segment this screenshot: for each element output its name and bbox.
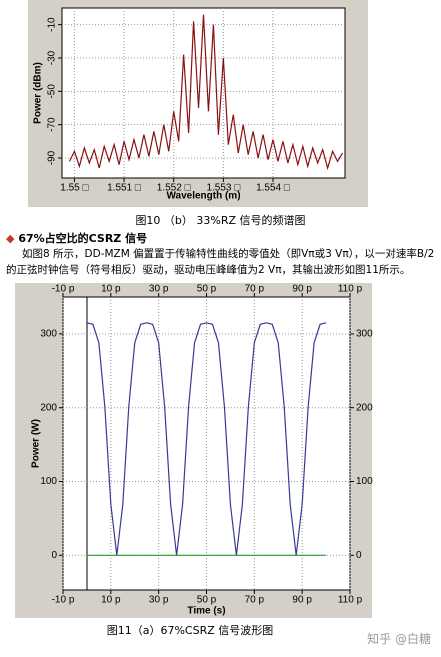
x-tick-label: 10 p: [101, 284, 121, 295]
y-axis-label: Power (W): [31, 419, 42, 468]
x-tick-label: 110 p: [338, 595, 363, 606]
y-tick-label: 0: [356, 550, 362, 561]
x-tick-label: 110 p: [338, 284, 363, 295]
x-tick-label: 70 p: [245, 284, 265, 295]
x-tick-label: 50 p: [197, 595, 217, 606]
x-tick-label: 1.553 □: [206, 183, 240, 194]
spectrum-chart: -90 -70 -50 -30 -10 1.55 □ 1.551 □ 1.552 □ 1.553…: [28, 0, 368, 207]
x-tick-label: -10 p: [52, 595, 75, 606]
y-tick-label: 100: [40, 476, 57, 487]
x-tick-label: 90 p: [292, 595, 312, 606]
y-tick-label: -30: [47, 50, 58, 65]
heading: ◆ 67%占空比的CSRZ 信号: [6, 230, 147, 246]
data-line: [86, 322, 327, 556]
y-axis-label: Power (dBm): [33, 62, 44, 124]
x-tick-label: 90 p: [292, 284, 312, 295]
x-tick-label: 1.55 □: [60, 183, 88, 194]
x-tick-label: 1.552 □: [157, 183, 191, 194]
y-tick-label: 0: [51, 550, 57, 561]
bullet: ◆: [6, 232, 15, 245]
x-tick-label: -10 p: [52, 284, 75, 295]
x-tick-label: 30 p: [149, 284, 169, 295]
caption: 图10 （b） 33%RZ 信号的频谱图: [135, 214, 306, 227]
x-axis-label: Wavelength (m): [166, 191, 240, 202]
x-tick-label: 1.551 □: [107, 183, 141, 194]
plot-area: [61, 7, 346, 179]
x-tick-label: 10 p: [101, 595, 121, 606]
y-tick-label: 100: [356, 476, 373, 487]
paragraph: 如图8 所示，DD-MZM 偏置置于传输特性曲线的零值处（即Vπ或3 Vπ），以…: [6, 248, 435, 276]
x-tick-label: 50 p: [197, 284, 217, 295]
y-tick-label: 300: [356, 329, 373, 340]
x-axis-label: Time (s): [187, 606, 225, 617]
y-tick-label: -90: [47, 150, 58, 165]
waveform-chart: 0 0 100 100 200 200 300 300 -10 p -10 p 10 p 10 p 30…: [15, 283, 373, 618]
y-tick-label: 200: [356, 402, 373, 413]
y-tick-label: -70: [47, 117, 58, 132]
caption: 图11（a）67%CSRZ 信号波形图: [106, 624, 274, 637]
x-tick-label: 30 p: [149, 595, 169, 606]
x-tick-label: 1.554 □: [256, 183, 290, 194]
y-tick-label: -10: [47, 17, 58, 32]
heading-text: 67%占空比的CSRZ 信号: [18, 232, 148, 245]
y-tick-label: -50: [47, 84, 58, 99]
y-tick-label: 300: [40, 329, 57, 340]
y-tick-label: 200: [40, 402, 57, 413]
x-tick-label: 70 p: [245, 595, 265, 606]
data-line: [68, 14, 344, 171]
watermark: 知乎 @白糖: [367, 632, 431, 646]
